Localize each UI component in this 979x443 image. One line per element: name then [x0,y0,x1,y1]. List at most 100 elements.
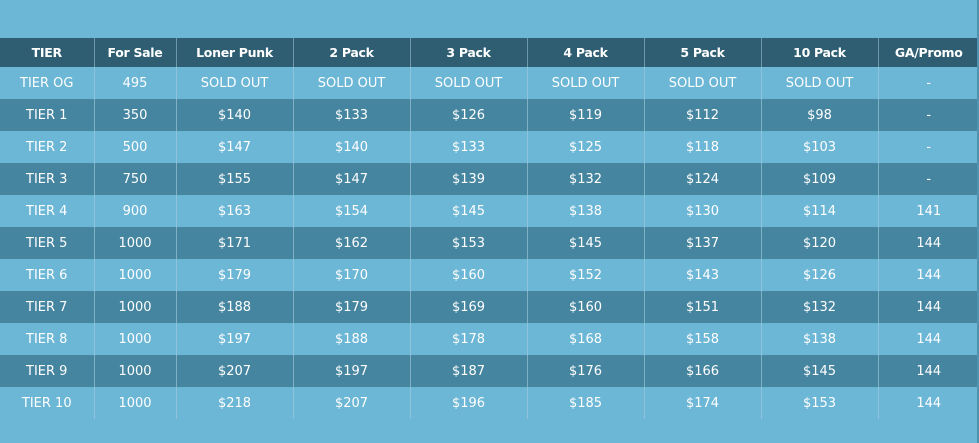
table-cell: $126 [410,99,528,131]
table-cell: SOLD OUT [410,67,528,99]
table-cell: $178 [410,323,528,355]
table-cell: 1000 [94,323,177,355]
table-cell: 495 [94,67,177,99]
table-cell: $169 [410,291,528,323]
header-tier: TIER [0,38,95,67]
table-cell: - [878,99,979,131]
table-cell: 1000 [94,355,177,387]
table-cell: $130 [644,195,762,227]
table-cell: $103 [761,131,879,163]
tier-name-cell: TIER 3 [0,163,95,195]
table-cell: - [878,131,979,163]
header-4-pack: 4 Pack [527,38,645,67]
table-row: TIER 9 1000 $207 $197 $187 $176 $166 $145 144 [0,355,979,387]
table-row: TIER 1 350 $140 $133 $126 $119 $112 $98- [0,99,979,131]
table-cell: $124 [644,163,762,195]
table-cell: $187 [410,355,528,387]
table-cell: 144 [878,355,979,387]
table-row: TIER OG 495 SOLD OUT SOLD OUT SOLD OUT SOLD O… [0,67,979,99]
table-cell: $154 [293,195,411,227]
table-cell: $168 [527,323,645,355]
table-row: TIER 10 1000 $218 $207 $196 $185 $174 $153 144 [0,387,979,419]
table-cell: SOLD OUT [176,67,294,99]
table-cell: $151 [644,291,762,323]
table-cell: $139 [410,163,528,195]
table-cell: $147 [176,131,294,163]
table-cell: SOLD OUT [644,67,762,99]
table-cell: $196 [410,387,528,419]
table-cell: $185 [527,387,645,419]
table-cell: $138 [527,195,645,227]
table-header: TIER For Sale Loner Punk 2 Pack 3 Pack 4… [0,38,979,67]
table-cell: $118 [644,131,762,163]
table-cell: $188 [293,323,411,355]
table-cell: $126 [761,259,879,291]
tier-name-cell: TIER 1 [0,99,95,131]
tier-pricing-table: TIER For Sale Loner Punk 2 Pack 3 Pack 4… [0,38,979,419]
header-5-pack: 5 Pack [644,38,762,67]
table-row: TIER 6 1000 $179 $170 $160 $152 $143 $126 144 [0,259,979,291]
table-cell: SOLD OUT [527,67,645,99]
header-3-pack: 3 Pack [410,38,528,67]
table-cell: 900 [94,195,177,227]
table-cell: $152 [527,259,645,291]
table-cell: $98 [761,99,879,131]
tier-name-cell: TIER 8 [0,323,95,355]
table-cell: $119 [527,99,645,131]
tier-name-cell: TIER 4 [0,195,95,227]
table-cell: $179 [176,259,294,291]
header-for-sale: For Sale [94,38,177,67]
table-cell: $132 [527,163,645,195]
table-cell: - [878,163,979,195]
table-cell: 144 [878,323,979,355]
table-cell: 1000 [94,259,177,291]
table-cell: $145 [410,195,528,227]
table-cell: $170 [293,259,411,291]
table-cell: $147 [293,163,411,195]
table-cell: $143 [644,259,762,291]
table-cell: $120 [761,227,879,259]
table-cell: $153 [410,227,528,259]
table-cell: $133 [293,99,411,131]
tier-name-cell: TIER 10 [0,387,95,419]
table-cell: $138 [761,323,879,355]
tier-name-cell: TIER 7 [0,291,95,323]
table-cell: $140 [176,99,294,131]
table-cell: SOLD OUT [293,67,411,99]
table-cell: 750 [94,163,177,195]
table-body: TIER OG 495 SOLD OUT SOLD OUT SOLD OUT SOLD O… [0,67,979,419]
table-cell: 1000 [94,227,177,259]
table-cell: $114 [761,195,879,227]
table-cell: $160 [410,259,528,291]
header-loner-punk: Loner Punk [176,38,294,67]
table-cell: $112 [644,99,762,131]
table-cell: $171 [176,227,294,259]
table-cell: $163 [176,195,294,227]
table-cell: 500 [94,131,177,163]
header-ga-promo: GA/Promo [878,38,979,67]
table-cell: $207 [293,387,411,419]
table-cell: $179 [293,291,411,323]
table-cell: $158 [644,323,762,355]
table-cell: 144 [878,387,979,419]
table-cell: 350 [94,99,177,131]
table-cell: - [878,67,979,99]
header-2-pack: 2 Pack [293,38,411,67]
table-row: TIER 2 500 $147 $140 $133 $125 $118 $103- [0,131,979,163]
table-cell: $140 [293,131,411,163]
table-cell: $109 [761,163,879,195]
tier-name-cell: TIER 5 [0,227,95,259]
table-cell: $174 [644,387,762,419]
tier-name-cell: TIER OG [0,67,95,99]
table-cell: $145 [527,227,645,259]
table-cell: $153 [761,387,879,419]
tier-name-cell: TIER 6 [0,259,95,291]
header-row: TIER For Sale Loner Punk 2 Pack 3 Pack 4… [0,38,979,67]
table-cell: $188 [176,291,294,323]
header-10-pack: 10 Pack [761,38,879,67]
table-cell: $207 [176,355,294,387]
table-cell: 1000 [94,291,177,323]
table-cell: SOLD OUT [761,67,879,99]
table-cell: 144 [878,291,979,323]
table-cell: $155 [176,163,294,195]
